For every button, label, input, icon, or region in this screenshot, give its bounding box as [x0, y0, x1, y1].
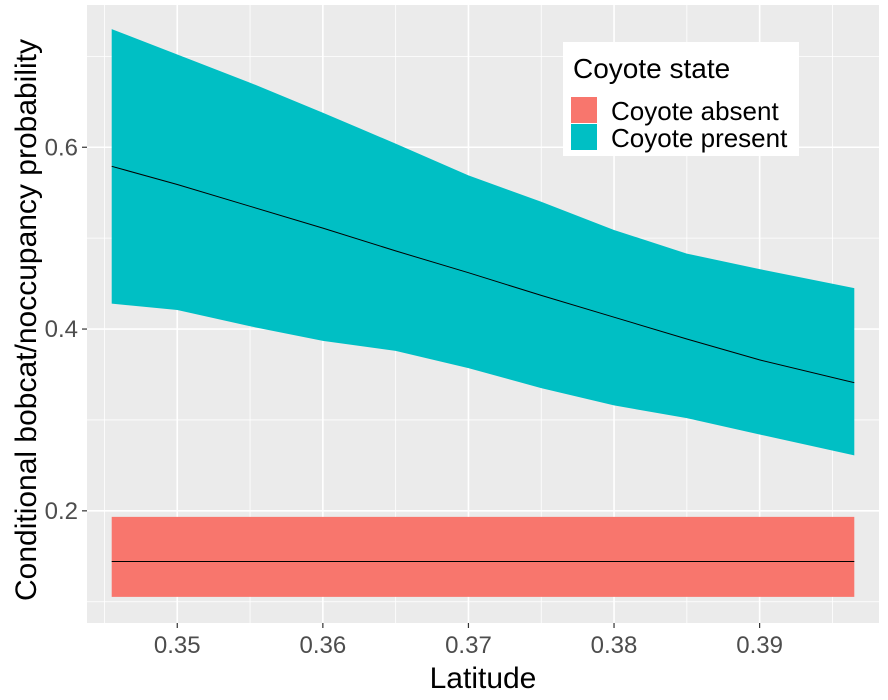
y-tick-label: 0.2 — [45, 498, 78, 525]
legend-key-coyote-absent — [571, 97, 597, 123]
legend-label-coyote-present: Coyote present — [611, 123, 788, 153]
band-coyote-absent — [111, 516, 855, 597]
y-tick-label: 0.6 — [45, 134, 78, 161]
band-coyote-present — [111, 29, 855, 456]
legend-label-coyote-absent: Coyote absent — [611, 96, 779, 126]
x-tick-label: 0.39 — [736, 632, 783, 659]
x-tick-label: 0.37 — [445, 632, 492, 659]
x-axis: 0.35 0.36 0.37 0.38 0.39 — [154, 623, 783, 659]
legend-title: Coyote state — [573, 53, 730, 84]
x-tick-label: 0.36 — [299, 632, 346, 659]
x-tick-label: 0.38 — [591, 632, 638, 659]
mean-lines — [111, 165, 855, 562]
confidence-bands — [111, 29, 855, 597]
x-tick-label: 0.35 — [154, 632, 201, 659]
x-axis-title: Latitude — [430, 662, 537, 695]
legend: Coyote state Coyote absent Coyote presen… — [563, 42, 799, 156]
legend-background — [563, 42, 799, 156]
mean-line-coyote-present — [111, 165, 855, 384]
y-axis-title: Conditional bobcat/noccupancy probabilit… — [10, 39, 43, 601]
y-axis: 0.2 0.4 0.6 — [45, 134, 87, 525]
legend-key-coyote-present — [571, 124, 597, 150]
y-tick-label: 0.4 — [45, 316, 78, 343]
